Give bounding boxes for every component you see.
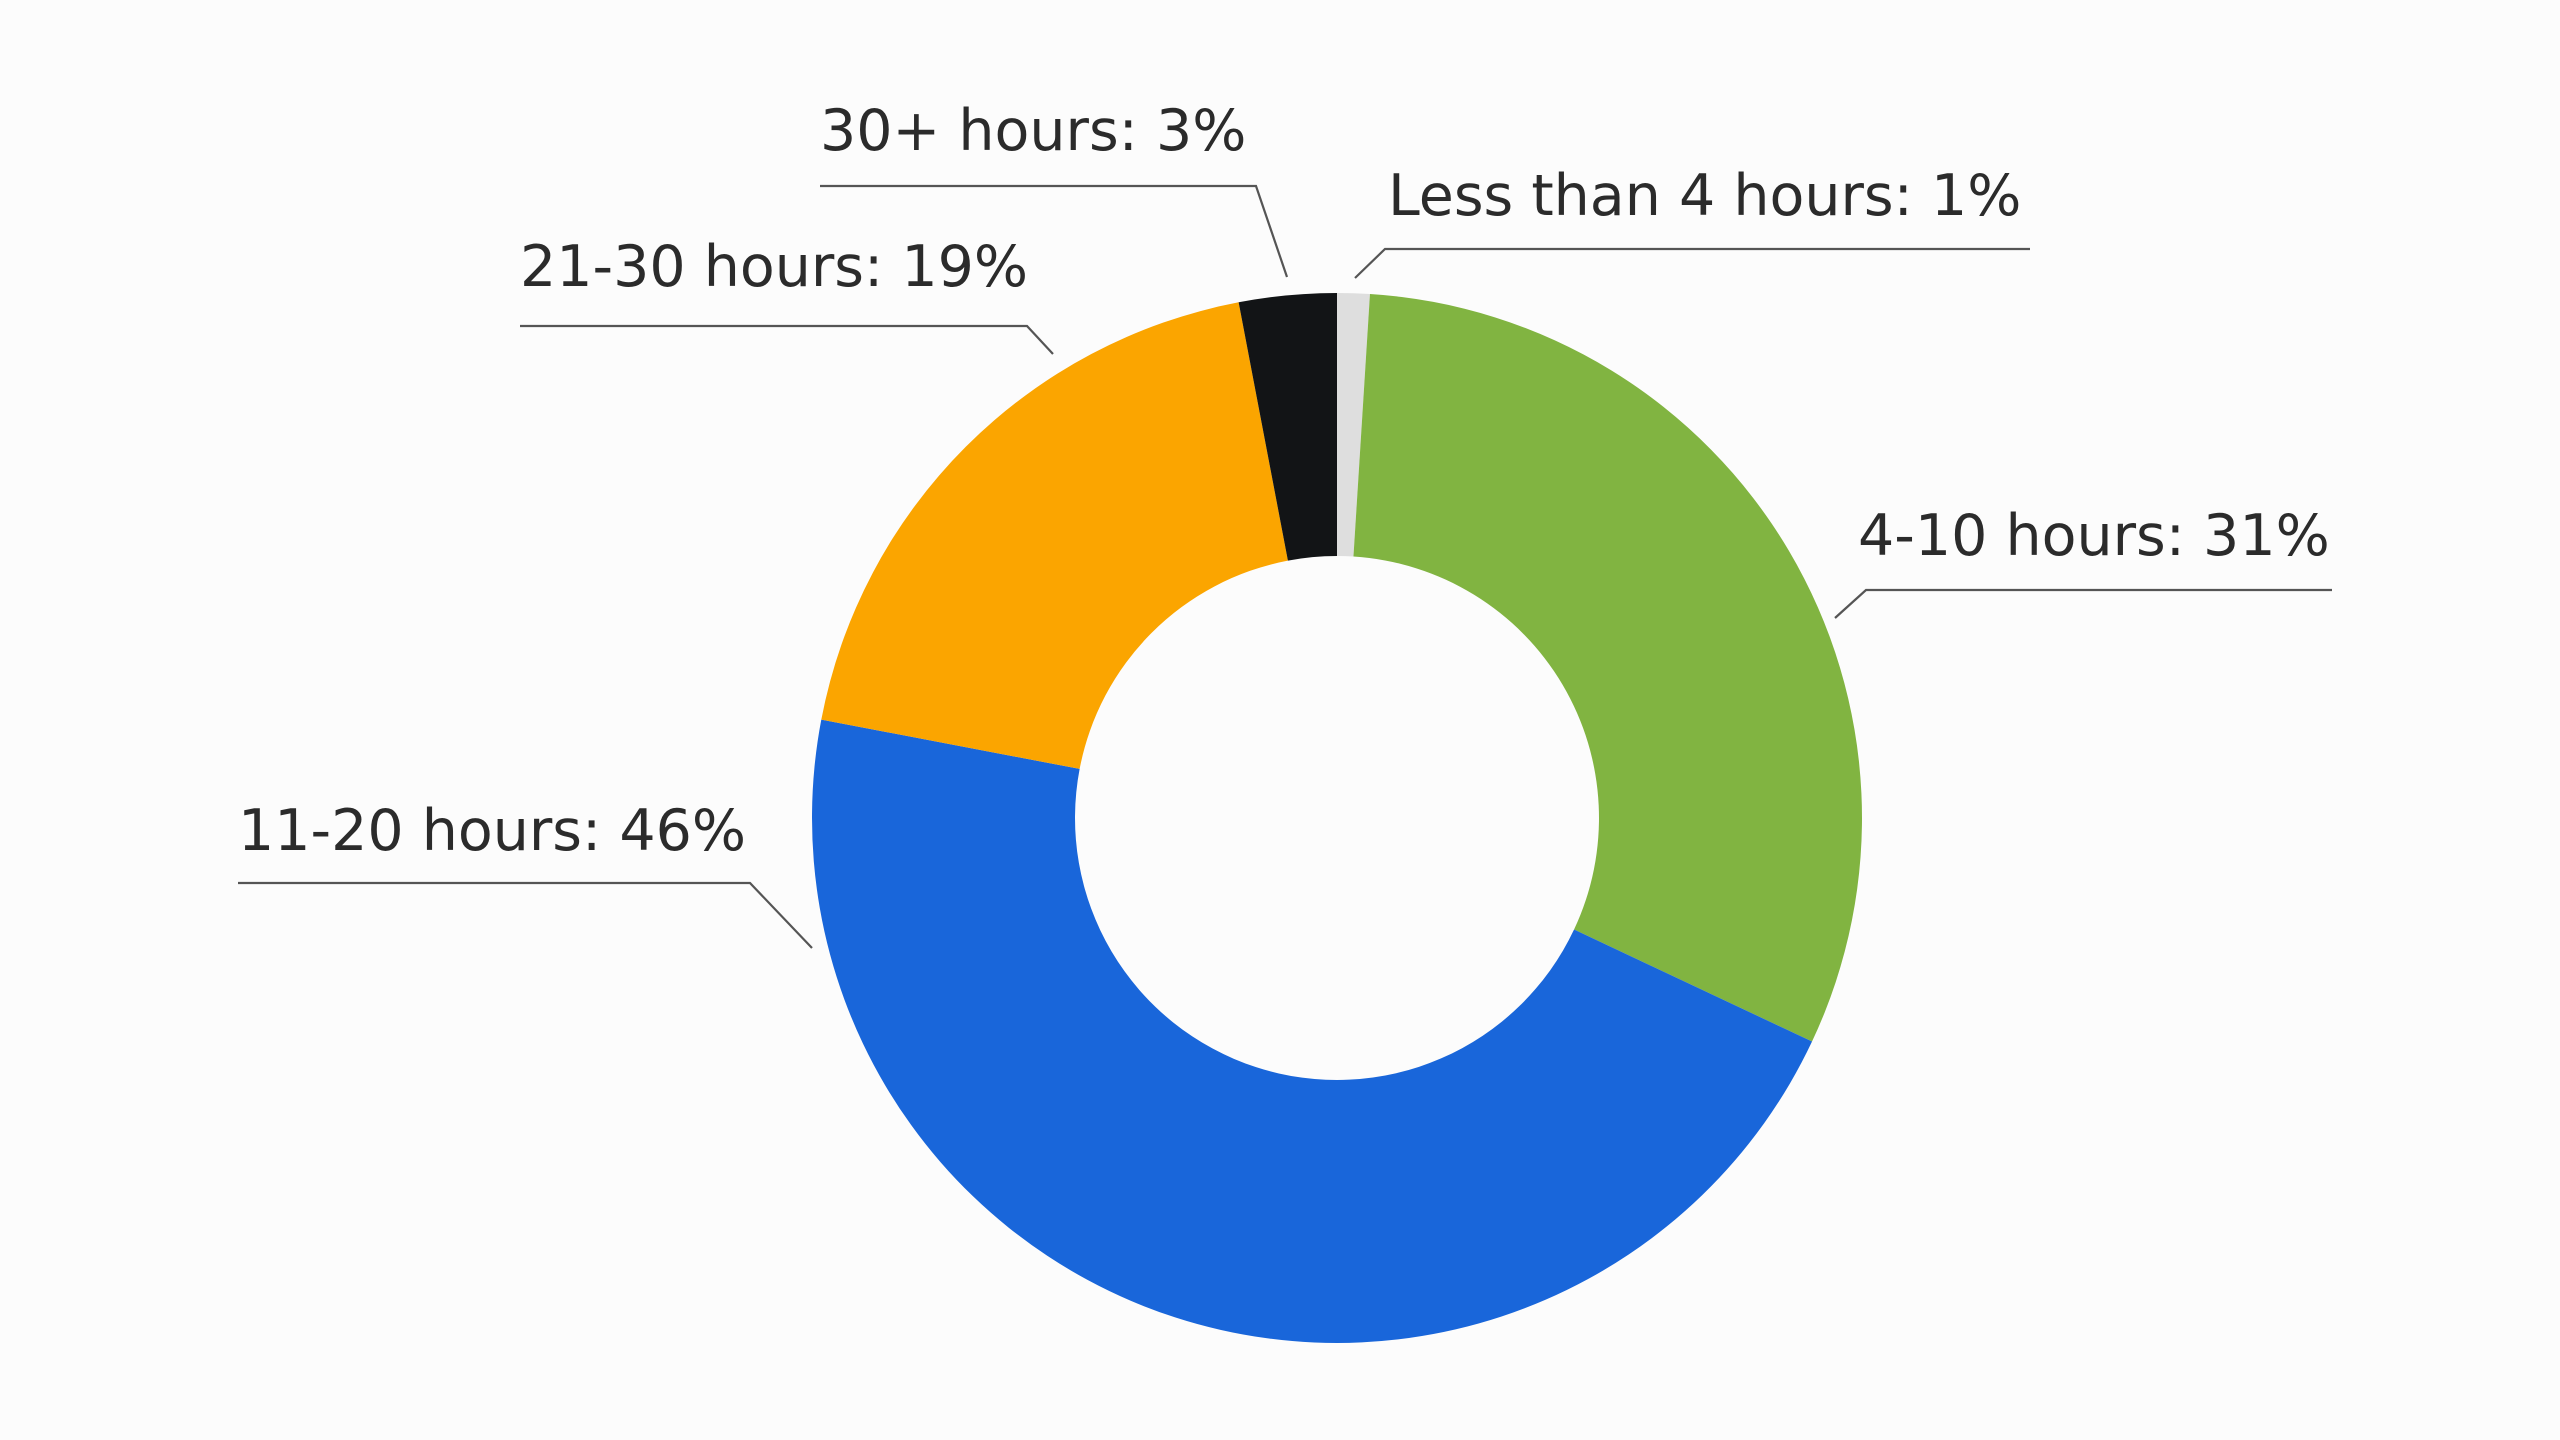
data-label-11-20-hours: 11-20 hours: 46%	[238, 798, 746, 864]
leader-line-4-10-hours	[1834, 588, 2332, 619]
labels-layer: Less than 4 hours: 1% 4-10 hours: 31% 11-2…	[238, 98, 2330, 864]
leader-line-11-20-hours	[238, 881, 813, 949]
slice-less-than-4-hours	[1337, 293, 1370, 557]
data-label-21-30-hours: 21-30 hours: 19%	[520, 234, 1028, 300]
leader-line-21-30-hours	[520, 324, 1054, 355]
data-label-less-than-4-hours: Less than 4 hours: 1%	[1388, 163, 2021, 229]
data-label-4-10-hours: 4-10 hours: 31%	[1858, 503, 2330, 569]
slice-21-30-hours	[821, 302, 1288, 769]
leader-line-less-than-4-hours	[1354, 247, 2030, 279]
slice-30-hours	[1238, 293, 1337, 561]
slices-layer	[812, 293, 1862, 1343]
slice-4-10-hours	[1353, 294, 1862, 1042]
slice-11-20-hours	[812, 719, 1813, 1343]
leader-line-30-hours	[820, 184, 1289, 278]
data-label-30-hours: 30+ hours: 3%	[820, 98, 1246, 164]
leaders-layer	[238, 184, 2332, 949]
